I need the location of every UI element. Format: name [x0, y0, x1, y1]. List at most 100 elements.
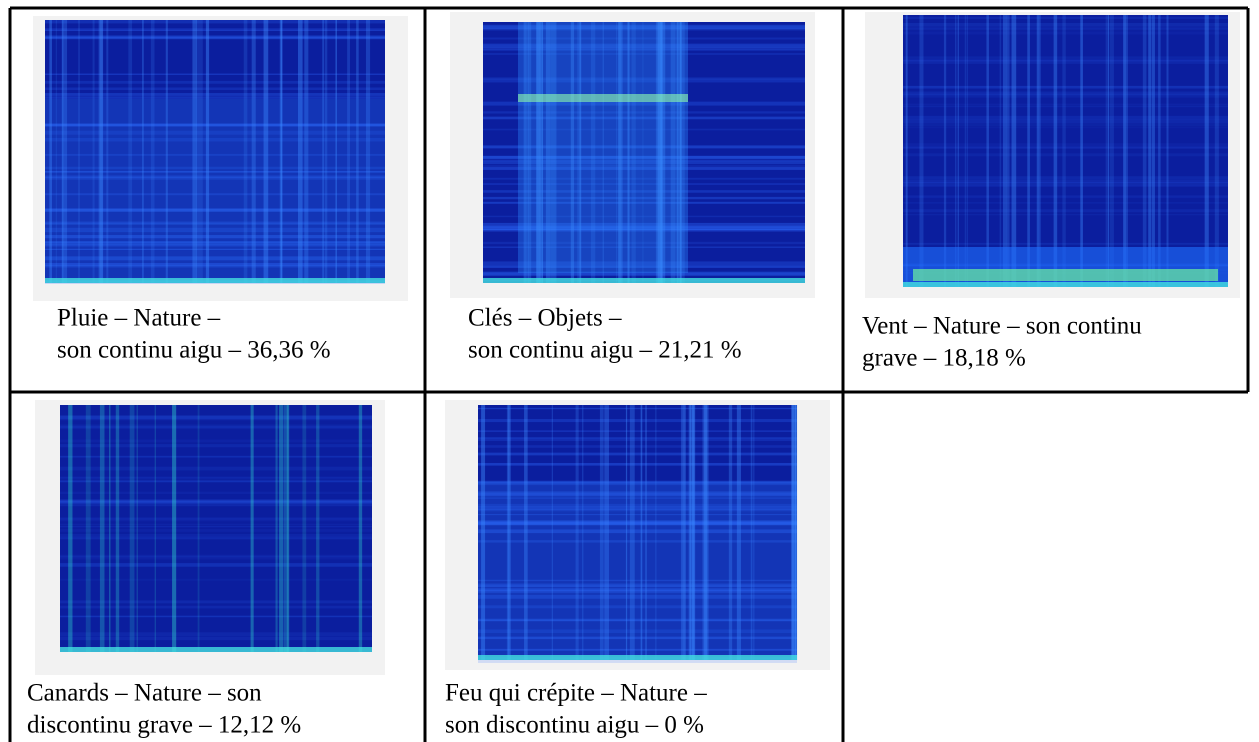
streak [1148, 15, 1152, 287]
noise-band [903, 143, 1228, 147]
noise-band [483, 261, 805, 266]
noise-band [903, 59, 1228, 64]
noise-band [60, 578, 372, 581]
noise-band [903, 124, 1228, 126]
noise-band [45, 153, 385, 156]
streak [85, 405, 91, 652]
noise-band [60, 600, 372, 604]
streak [356, 20, 359, 283]
noise-band [903, 22, 1228, 27]
noise-band [60, 444, 372, 448]
base-line [483, 278, 805, 283]
streak [582, 405, 584, 660]
noise-band [45, 222, 385, 225]
spectrogram [60, 405, 372, 652]
streak [1003, 15, 1008, 287]
noise-band [478, 503, 797, 508]
noise-band [45, 80, 385, 84]
streak [590, 22, 596, 283]
streak [577, 22, 582, 283]
noise-band [45, 208, 385, 213]
streak [128, 20, 133, 283]
streak [1080, 15, 1083, 287]
mid-band [478, 481, 797, 660]
noise-band [60, 415, 372, 420]
noise-band [60, 425, 372, 430]
noise-band [483, 111, 805, 114]
caption: son discontinu aigu – 0 % [445, 712, 704, 739]
noise-band [45, 130, 385, 135]
noise-band [45, 123, 385, 127]
streak [736, 405, 741, 660]
noise-band [60, 415, 372, 419]
streak [1158, 15, 1161, 287]
streak [1166, 15, 1169, 287]
noise-band [903, 115, 1228, 120]
noise-band [60, 615, 372, 618]
noise-band [483, 116, 805, 120]
streak [99, 20, 103, 283]
streak [541, 22, 543, 283]
streak [618, 22, 623, 283]
streak [536, 22, 540, 283]
streak [575, 405, 579, 660]
noise-band [478, 437, 797, 441]
noise-band [45, 223, 385, 225]
noise-band [478, 480, 797, 484]
streak [99, 405, 105, 652]
streak [631, 22, 636, 283]
streak [655, 405, 657, 660]
noise-band [483, 165, 805, 169]
streak [243, 20, 248, 283]
noise-band [45, 248, 385, 251]
noise-band [60, 517, 372, 520]
streak [550, 22, 556, 283]
noise-band [60, 466, 372, 471]
noise-band [60, 500, 372, 504]
streak [49, 20, 52, 283]
streak [109, 405, 111, 652]
streak [286, 405, 290, 652]
streak [657, 22, 663, 283]
noise-band [45, 20, 385, 24]
noise-band [483, 49, 805, 51]
noise-band [60, 615, 372, 618]
streak [676, 22, 679, 283]
streak [642, 22, 644, 283]
streak [302, 405, 307, 652]
noise-band [483, 190, 805, 193]
noise-band [903, 209, 1228, 213]
streak [728, 405, 733, 660]
noise-band [478, 506, 797, 510]
noise-band [60, 563, 372, 567]
noise-band [483, 53, 805, 55]
noise-band [903, 106, 1228, 108]
streak [627, 22, 630, 283]
noise-band [60, 554, 372, 558]
noise-band [483, 128, 805, 131]
noise-band [45, 208, 385, 211]
caption: son continu aigu – 21,21 % [468, 337, 742, 364]
noise-band [903, 182, 1228, 186]
streak [1204, 15, 1209, 287]
spectrogram-base [60, 405, 372, 652]
streak [680, 405, 686, 660]
streak [279, 405, 284, 652]
mid-band [45, 98, 385, 284]
noise-band [60, 502, 372, 507]
noise-band [45, 137, 385, 142]
noise-band [60, 500, 372, 503]
streak [527, 22, 532, 283]
streak [655, 22, 660, 283]
noise-band [60, 523, 372, 525]
noise-band [483, 47, 805, 50]
caption: Clés – Objets – [468, 305, 622, 332]
noise-band [478, 648, 797, 651]
noise-band [478, 589, 797, 592]
streak [599, 405, 604, 660]
cell: Feu qui crépite – Nature – son discontinu… [445, 400, 830, 739]
streak [197, 20, 203, 283]
noise-band [903, 184, 1228, 187]
base-line [903, 282, 1228, 287]
noise-band [903, 176, 1228, 180]
